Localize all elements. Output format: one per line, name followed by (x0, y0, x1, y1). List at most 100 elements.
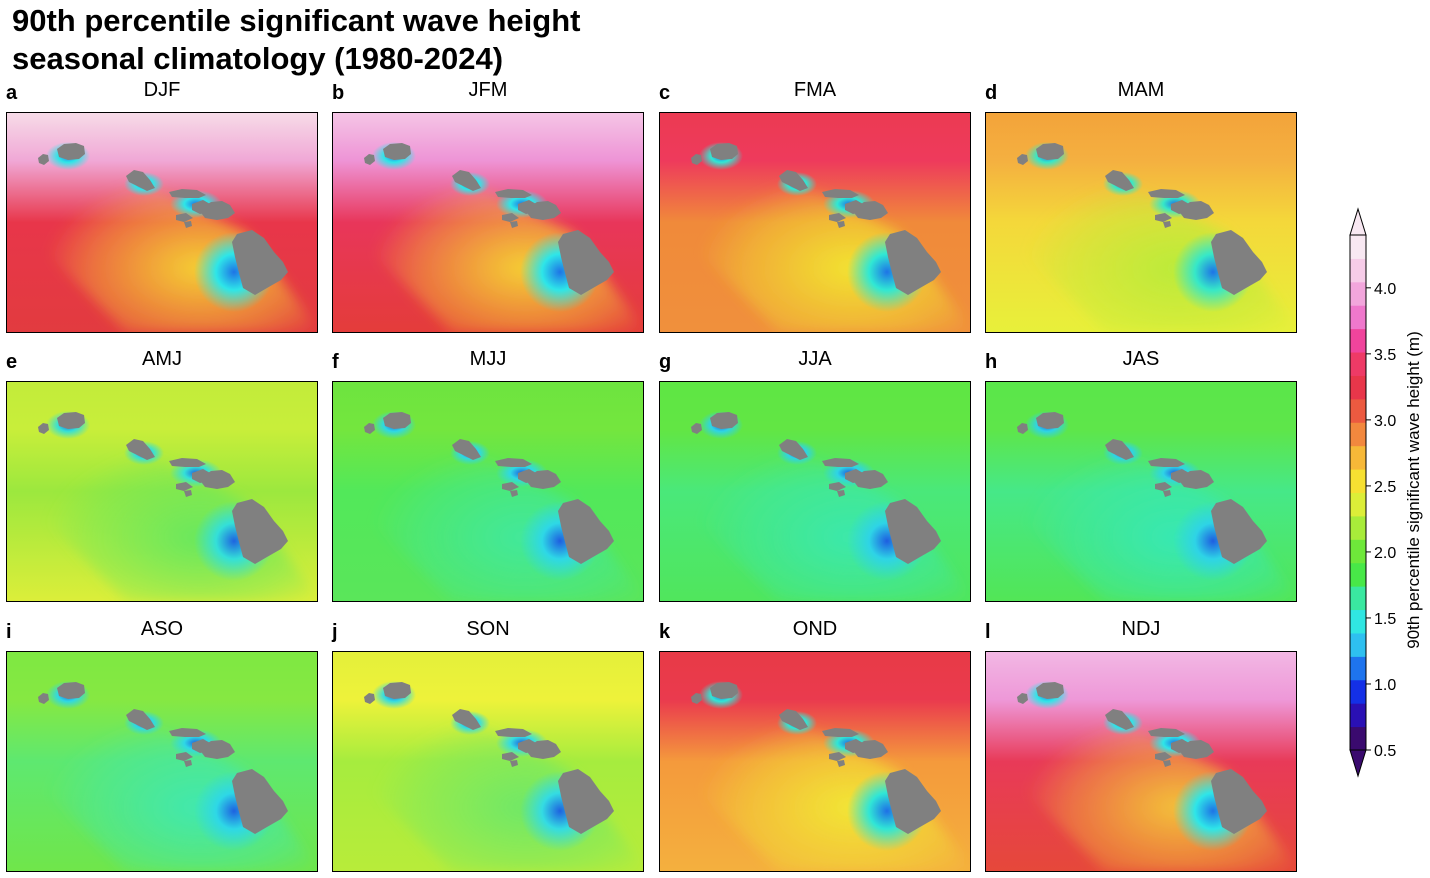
map-panel-amj: e AMJ (6, 348, 318, 602)
island-landmass (452, 439, 481, 460)
map-frame (6, 381, 318, 602)
island-landmass (525, 201, 561, 220)
panel-letter: j (332, 621, 338, 643)
island-landmass (1148, 728, 1185, 737)
island-landmass (1163, 760, 1171, 767)
island-landmass (169, 458, 206, 467)
island-landmass (1105, 439, 1134, 460)
colorbar-segment (1350, 539, 1366, 564)
island-landmass (510, 221, 518, 228)
colorbar-segment (1350, 235, 1366, 259)
island-landmass (232, 499, 288, 564)
colorbar-outline (1349, 234, 1367, 751)
island-landmass (184, 760, 192, 767)
island-landmass (126, 170, 155, 191)
panel-season-label: MAM (1117, 79, 1165, 101)
wave-height-map (659, 651, 971, 872)
wave-height-map (6, 112, 318, 333)
colorbar-tick-label: 1.5 (1374, 611, 1396, 628)
map-panel-djf: a DJF (6, 79, 318, 333)
colorbar-label-text: 90th percentile significant wave height … (1404, 331, 1423, 649)
island-landmass (1105, 709, 1134, 730)
island-landmass (710, 412, 738, 429)
colorbar-tick-label: 1.0 (1374, 677, 1396, 694)
map-frame (659, 112, 971, 333)
island-landmass (495, 728, 532, 737)
colorbar-extend-min (1349, 749, 1367, 778)
map-panel-mjj: f MJJ (332, 348, 644, 602)
title-line-2: seasonal climatology (1980-2024) (12, 41, 504, 76)
island-landmass (558, 230, 614, 295)
colorbar-graphic: 0.5 1.0 1.5 2.0 2.5 3.0 3.5 4.0 (1349, 207, 1396, 778)
colorbar-segment (1350, 703, 1366, 728)
island-landmass (1105, 170, 1134, 191)
map-panel-jas: h JAS (985, 348, 1297, 602)
island-landmass (885, 769, 941, 834)
island-landmass (1211, 769, 1267, 834)
island-landmass (383, 143, 411, 160)
island-landmass (1148, 189, 1185, 198)
island-landmass (176, 752, 193, 761)
island-landmass (1017, 693, 1028, 704)
island-landmass (510, 760, 518, 767)
colorbar-segment (1350, 562, 1366, 587)
colorbar: 0.5 1.0 1.5 2.0 2.5 3.0 3.5 4.0 (1340, 205, 1430, 780)
island-landmass (1155, 482, 1172, 491)
island-landmass (502, 482, 519, 491)
island-landmass (364, 423, 375, 434)
panel-season-label: DJF (143, 79, 181, 101)
island-landmass (1036, 682, 1064, 699)
island-landmass (495, 458, 532, 467)
island-landmass (829, 482, 846, 491)
island-landmass (510, 490, 518, 497)
colorbar-segment (1350, 656, 1366, 681)
island-landmass (1148, 458, 1185, 467)
island-landmass (176, 482, 193, 491)
island-landmass (1163, 221, 1171, 228)
wave-height-map (6, 381, 318, 602)
colorbar-axis-label: 90th percentile significant wave height … (1404, 300, 1424, 680)
island-landmass (232, 230, 288, 295)
wave-height-map (332, 381, 644, 602)
island-landmass (1036, 143, 1064, 160)
wave-height-map (985, 112, 1297, 333)
island-landmass (525, 740, 561, 759)
island-landmass (184, 490, 192, 497)
colorbar-tick-label: 2.5 (1374, 479, 1396, 496)
colorbar-segment (1350, 375, 1366, 400)
island-landmass (1036, 412, 1064, 429)
island-landmass (852, 740, 888, 759)
island-landmass (1155, 213, 1172, 222)
colorbar-segment (1350, 305, 1366, 330)
island-landmass (502, 213, 519, 222)
map-frame (985, 112, 1297, 333)
map-frame (985, 381, 1297, 602)
island-landmass (126, 439, 155, 460)
colorbar-segment (1350, 469, 1366, 493)
panel-season-label: JAS (1122, 348, 1160, 370)
island-landmass (1211, 499, 1267, 564)
island-landmass (1155, 752, 1172, 761)
island-landmass (199, 201, 235, 220)
map-frame (6, 651, 318, 872)
map-frame (659, 381, 971, 602)
title-line-1: 90th percentile significant wave height (12, 3, 581, 38)
island-landmass (852, 201, 888, 220)
island-landmass (1178, 470, 1214, 489)
colorbar-tick-label: 3.0 (1374, 413, 1396, 430)
island-landmass (1178, 201, 1214, 220)
panel-letter: d (985, 82, 998, 104)
island-landmass (822, 728, 859, 737)
panel-letter: i (6, 621, 12, 643)
island-landmass (837, 490, 845, 497)
island-landmass (558, 769, 614, 834)
wave-height-map (659, 112, 971, 333)
island-landmass (1211, 230, 1267, 295)
colorbar-segment (1350, 281, 1366, 306)
map-panel-ndj: l NDJ (985, 618, 1297, 872)
island-landmass (779, 170, 808, 191)
map-frame (6, 112, 318, 333)
island-landmass (885, 499, 941, 564)
island-landmass (452, 170, 481, 191)
panel-letter: b (332, 82, 345, 104)
